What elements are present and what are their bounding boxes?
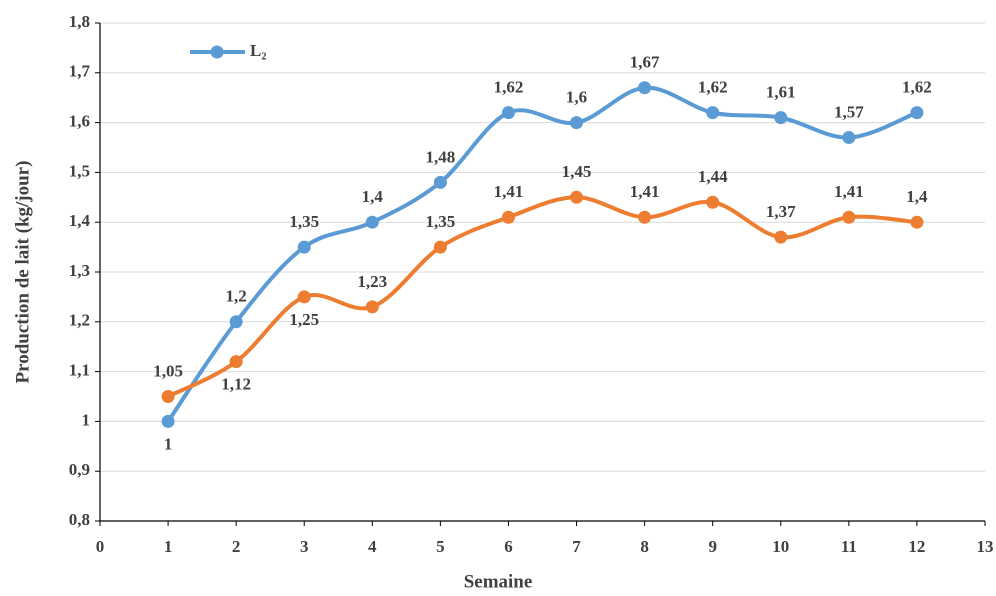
data-point xyxy=(501,106,515,120)
data-label: 1 xyxy=(164,434,173,453)
y-axis-label: Production de lait (kg/jour) xyxy=(12,161,33,384)
x-tick-label: 0 xyxy=(96,537,105,556)
x-tick-label: 11 xyxy=(841,537,857,556)
data-point xyxy=(433,175,447,189)
y-tick-label: 1,4 xyxy=(69,211,91,230)
data-label: 1,45 xyxy=(562,162,592,181)
y-tick-label: 0,8 xyxy=(69,510,90,529)
data-point xyxy=(365,300,379,314)
data-label: 1,4 xyxy=(362,187,384,206)
data-point xyxy=(638,81,652,95)
data-point xyxy=(229,315,243,329)
data-label: 1,35 xyxy=(289,212,319,231)
x-tick-label: 8 xyxy=(640,537,649,556)
data-label: 1,37 xyxy=(766,202,796,221)
data-point xyxy=(297,240,311,254)
x-tick-label: 2 xyxy=(232,537,241,556)
x-tick-label: 12 xyxy=(908,537,925,556)
data-label: 1,2 xyxy=(226,287,247,306)
x-tick-label: 4 xyxy=(368,537,377,556)
data-label: 1,62 xyxy=(698,78,728,97)
x-tick-label: 13 xyxy=(977,537,994,556)
x-tick-label: 10 xyxy=(772,537,789,556)
y-tick-label: 1,7 xyxy=(69,62,91,81)
data-point xyxy=(229,355,243,369)
data-point xyxy=(774,230,788,244)
data-label: 1,48 xyxy=(426,147,456,166)
data-point xyxy=(706,106,720,120)
data-label: 1,62 xyxy=(494,78,524,97)
y-tick-label: 1,5 xyxy=(69,161,90,180)
data-label: 1,67 xyxy=(630,53,660,72)
y-tick-label: 1,1 xyxy=(69,361,90,380)
data-point xyxy=(297,290,311,304)
data-point xyxy=(161,414,175,428)
x-tick-label: 3 xyxy=(300,537,309,556)
data-point xyxy=(570,190,584,204)
data-label: 1,62 xyxy=(902,78,932,97)
data-point xyxy=(433,240,447,254)
x-tick-label: 9 xyxy=(708,537,717,556)
data-label: 1,23 xyxy=(357,272,387,291)
series-line xyxy=(167,195,918,399)
x-axis-label: Semaine xyxy=(464,571,533,592)
x-tick-label: 6 xyxy=(504,537,513,556)
data-label: 1,41 xyxy=(834,182,864,201)
data-point xyxy=(774,111,788,125)
y-tick-label: 1,6 xyxy=(69,112,90,131)
data-point xyxy=(501,210,515,224)
data-point xyxy=(570,116,584,130)
data-point xyxy=(910,215,924,229)
data-label: 1,25 xyxy=(289,310,319,329)
x-tick-label: 1 xyxy=(164,537,173,556)
data-label: 1,41 xyxy=(630,182,660,201)
y-tick-label: 0,9 xyxy=(69,460,90,479)
data-label: 1,57 xyxy=(834,102,864,121)
data-point xyxy=(842,131,856,145)
y-tick-label: 1 xyxy=(82,410,91,429)
data-point xyxy=(365,215,379,229)
data-point xyxy=(638,210,652,224)
data-label: 1,12 xyxy=(221,375,251,394)
legend-marker xyxy=(210,45,224,59)
y-tick-label: 1,2 xyxy=(69,311,90,330)
x-tick-label: 7 xyxy=(572,537,581,556)
data-label: 1,61 xyxy=(766,83,796,102)
legend-label: L₂ xyxy=(250,41,266,60)
data-label: 1,6 xyxy=(566,88,587,107)
data-point xyxy=(842,210,856,224)
data-label: 1,05 xyxy=(153,361,183,380)
data-label: 1,41 xyxy=(494,182,524,201)
data-label: 1,44 xyxy=(698,167,728,186)
y-tick-label: 1,3 xyxy=(69,261,90,280)
x-tick-label: 5 xyxy=(436,537,445,556)
data-point xyxy=(706,195,720,209)
data-point xyxy=(161,390,175,403)
data-label: 1,35 xyxy=(426,212,456,231)
y-tick-label: 1,8 xyxy=(69,12,90,31)
data-point xyxy=(910,106,924,120)
data-label: 1,4 xyxy=(906,187,928,206)
